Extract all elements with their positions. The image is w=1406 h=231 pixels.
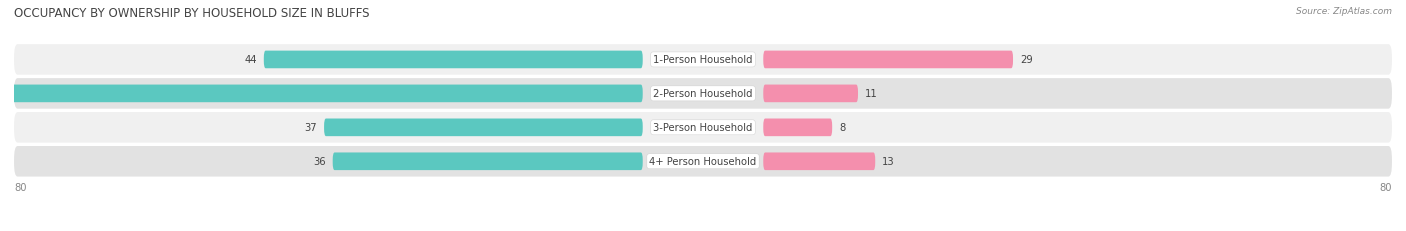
Text: 11: 11 (865, 89, 877, 99)
FancyBboxPatch shape (763, 119, 832, 137)
FancyBboxPatch shape (763, 153, 875, 170)
Text: 80: 80 (1379, 182, 1392, 192)
FancyBboxPatch shape (323, 119, 643, 137)
FancyBboxPatch shape (763, 51, 1012, 69)
Text: OCCUPANCY BY OWNERSHIP BY HOUSEHOLD SIZE IN BLUFFS: OCCUPANCY BY OWNERSHIP BY HOUSEHOLD SIZE… (14, 7, 370, 20)
Text: 2-Person Household: 2-Person Household (654, 89, 752, 99)
Text: 1-Person Household: 1-Person Household (654, 55, 752, 65)
FancyBboxPatch shape (14, 45, 1392, 75)
FancyBboxPatch shape (333, 153, 643, 170)
FancyBboxPatch shape (14, 146, 1392, 177)
FancyBboxPatch shape (763, 85, 858, 103)
Text: 4+ Person Household: 4+ Person Household (650, 157, 756, 167)
Text: 36: 36 (314, 157, 326, 167)
FancyBboxPatch shape (264, 51, 643, 69)
Text: 13: 13 (882, 157, 894, 167)
FancyBboxPatch shape (0, 85, 643, 103)
Text: 3-Person Household: 3-Person Household (654, 123, 752, 133)
FancyBboxPatch shape (14, 112, 1392, 143)
Text: Source: ZipAtlas.com: Source: ZipAtlas.com (1296, 7, 1392, 16)
Text: 44: 44 (245, 55, 257, 65)
FancyBboxPatch shape (14, 79, 1392, 109)
Text: 29: 29 (1019, 55, 1032, 65)
Text: 80: 80 (14, 182, 27, 192)
Text: 37: 37 (305, 123, 318, 133)
Text: 8: 8 (839, 123, 845, 133)
